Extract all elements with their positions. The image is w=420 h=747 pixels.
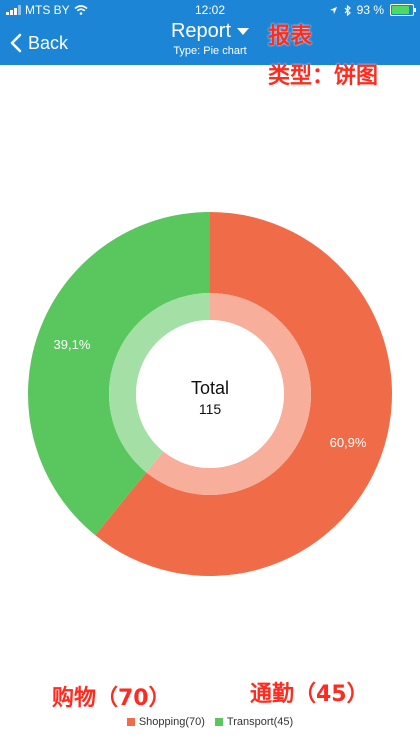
back-button[interactable]: Back (10, 28, 68, 58)
report-type-selector[interactable]: Report Type: Pie chart (0, 20, 420, 57)
chart-area: 60,9% 39,1% Total 115 (0, 65, 420, 685)
pie-inner-ring-shopping (146, 293, 312, 495)
center-label: Total (191, 378, 229, 398)
data-label-transport: 39,1% (54, 337, 91, 352)
annotation-transport: 通勤（45） (250, 682, 369, 707)
carrier-label: MTS BY (25, 3, 70, 17)
status-bar: MTS BY 12:02 93 % (0, 0, 420, 22)
page-subtitle: Type: Pie chart (173, 45, 247, 57)
page-title: Report (170, 20, 232, 42)
bluetooth-icon (344, 4, 351, 16)
legend-label: Shopping(70) (138, 716, 205, 728)
chevron-down-icon (237, 28, 250, 35)
legend-item-shopping[interactable]: Shopping(70) (126, 716, 205, 728)
legend-swatch (214, 718, 223, 726)
battery-percent: 93 % (356, 3, 384, 17)
chevron-left-icon (10, 33, 22, 53)
legend-swatch (126, 718, 135, 726)
top-bar: MTS BY 12:02 93 % Back Report (0, 0, 420, 65)
pie-slice-shopping[interactable] (95, 212, 392, 576)
legend-label: Transport(45) (226, 716, 294, 728)
chart-legend: Shopping(70) Transport(45) (0, 716, 420, 728)
pie-slice-transport[interactable] (27, 212, 210, 536)
pie-inner-ring-transport (109, 293, 210, 473)
status-time: 12:02 (194, 3, 226, 17)
annotation-type: 类型：饼图 (268, 64, 379, 89)
annotation-shopping: 购物（70） (52, 686, 171, 711)
signal-icon (6, 5, 21, 15)
donut-chart: 60,9% 39,1% Total 115 (27, 212, 392, 576)
location-icon (329, 6, 337, 14)
annotation-report: 报表 (268, 24, 313, 49)
wifi-icon (74, 5, 88, 15)
center-value: 115 (199, 401, 222, 417)
battery-icon (390, 4, 416, 16)
data-label-shopping: 60,9% (330, 435, 367, 450)
back-label: Back (28, 32, 69, 53)
legend-item-transport[interactable]: Transport(45) (214, 716, 294, 728)
donut-hole (136, 320, 284, 468)
